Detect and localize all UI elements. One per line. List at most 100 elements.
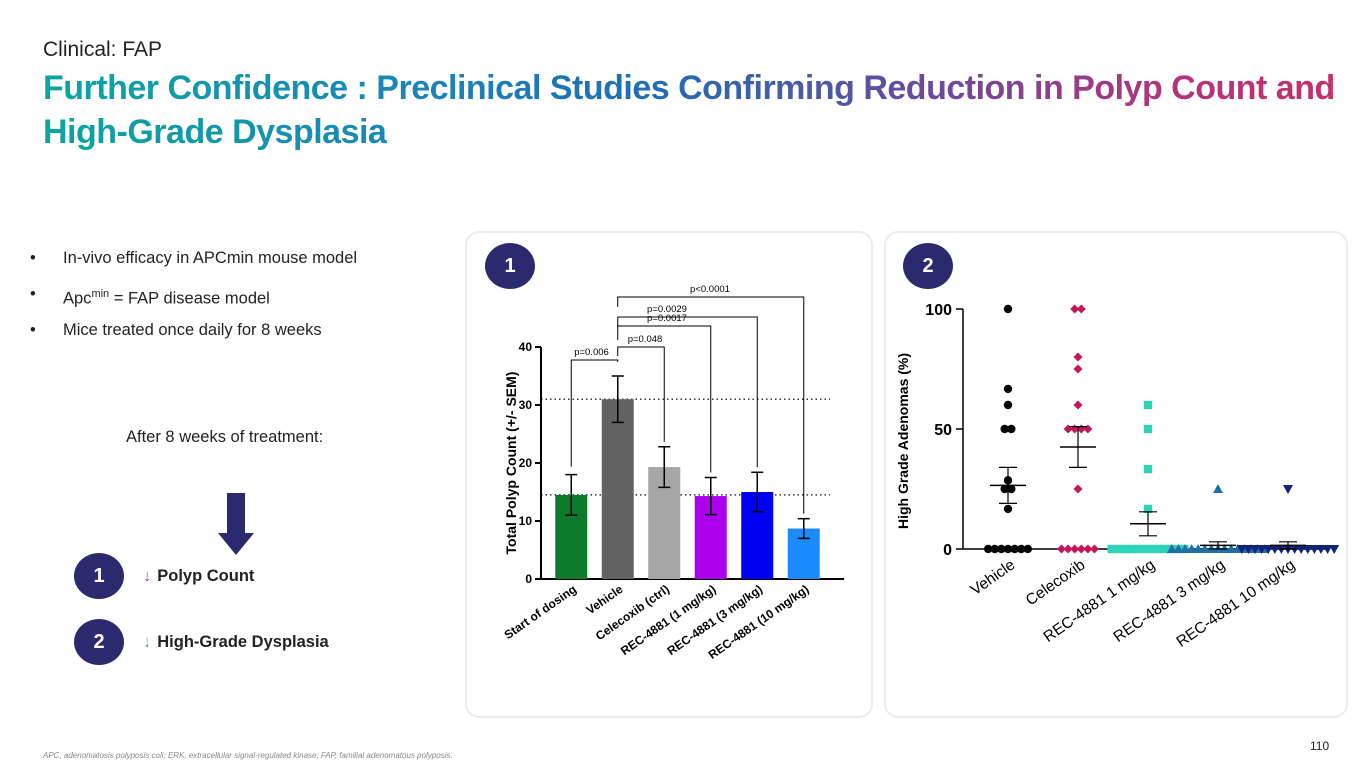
- data-point: [1143, 400, 1153, 410]
- after-treatment-label: After 8 weeks of treatment:: [126, 428, 324, 446]
- y-tick-label: 30: [519, 398, 533, 412]
- polyp-count-bar-chart: 0 10 20 30 40 Total Polyp Count (+/- SEM) Star…: [502, 284, 844, 662]
- down-arrow-icon: ↓: [143, 633, 152, 651]
- data-point: [1120, 544, 1130, 554]
- y-tick-label: 0: [943, 542, 952, 559]
- data-point: [1090, 544, 1099, 554]
- data-point: [1316, 545, 1326, 554]
- data-point: [1166, 544, 1177, 553]
- data-point: [1076, 544, 1086, 554]
- outcome-number-badge: 1: [74, 553, 124, 599]
- data-point: [1010, 544, 1019, 554]
- y-tick-label: 0: [525, 572, 532, 586]
- outcome-polyp-count: ↓ Polyp Count: [143, 567, 254, 586]
- x-tick-label: REC-4881 10 mg/kg: [1174, 556, 1299, 650]
- down-arrow-icon: [218, 493, 254, 555]
- data-point: [1322, 545, 1333, 554]
- data-point: [1000, 484, 1009, 494]
- y-tick-label: 100: [925, 302, 952, 319]
- data-point: [1073, 484, 1083, 494]
- data-point: [1000, 424, 1009, 434]
- data-point: [1213, 484, 1223, 493]
- bullet-text: Mice treated once daily for 8 weeks: [63, 321, 322, 339]
- data-point: [1283, 485, 1293, 494]
- x-tick-label: Vehicle: [968, 556, 1019, 599]
- y-tick-label: 20: [519, 456, 533, 470]
- y-tick-label: 50: [934, 422, 952, 439]
- data-point: [1226, 544, 1237, 553]
- outcome-number-badge: 2: [74, 619, 124, 665]
- data-point: [1003, 504, 1013, 514]
- data-point: [1127, 544, 1136, 554]
- data-point: [1133, 544, 1143, 554]
- data-point: [1243, 545, 1254, 554]
- supertitle: Clinical: FAP: [43, 38, 163, 61]
- data-point: [1143, 464, 1153, 474]
- data-point: [1143, 424, 1153, 434]
- outcome-label: Polyp Count: [157, 567, 255, 585]
- data-point: [1003, 544, 1013, 554]
- significance-bracket: [617, 325, 712, 473]
- significance-bracket: [617, 346, 665, 442]
- data-point: [1083, 544, 1093, 554]
- data-point: [1263, 545, 1274, 554]
- data-point: [1143, 504, 1153, 514]
- x-tick-label: Start of dosing: [502, 582, 579, 642]
- down-arrow-icon: ↓: [143, 567, 152, 585]
- x-tick-label: Celecoxib: [1023, 556, 1089, 609]
- bar: [601, 399, 634, 579]
- p-value-label: p<0.0001: [690, 284, 730, 295]
- panel-number-badge: 1: [485, 243, 535, 289]
- significance-bracket: [570, 359, 619, 467]
- outcome-label: High-Grade Dysplasia: [157, 633, 329, 651]
- data-point: [1083, 424, 1093, 434]
- data-point: [1017, 544, 1026, 554]
- data-point: [1256, 545, 1267, 554]
- data-point: [1073, 364, 1083, 374]
- data-point: [1140, 544, 1149, 554]
- bullet-list: In-vivo efficacy in APCmin mouse model A…: [30, 246, 357, 354]
- data-point: [1250, 545, 1260, 554]
- data-point: [1007, 484, 1016, 494]
- bullet-superscript: min: [91, 288, 110, 300]
- data-point: [1107, 544, 1116, 554]
- data-point: [1309, 545, 1320, 554]
- data-point: [1199, 544, 1210, 553]
- bullet-item: In-vivo efficacy in APCmin mouse model: [30, 246, 357, 282]
- p-value-label: p=0.048: [628, 334, 663, 345]
- data-point: [1007, 424, 1016, 434]
- p-value-label: p=0.0029: [647, 304, 687, 315]
- bullet-item: Mice treated once daily for 8 weeks: [30, 318, 357, 354]
- data-point: [1070, 544, 1080, 554]
- data-point: [1147, 544, 1156, 554]
- page-number: 110: [1310, 739, 1330, 753]
- bullet-item: Apcmin = FAP disease model: [30, 282, 357, 318]
- data-point: [1076, 304, 1086, 314]
- p-value-label: p=0.006: [574, 347, 609, 358]
- y-tick-label: 10: [519, 514, 533, 528]
- data-point: [984, 544, 993, 554]
- data-point: [1329, 545, 1340, 554]
- data-point: [1073, 400, 1083, 410]
- data-point: [1302, 545, 1313, 554]
- bullet-text: Apc: [63, 289, 92, 308]
- chart-panel-high-grade-adenomas: [884, 231, 1348, 718]
- data-point: [1186, 544, 1197, 553]
- significance-bracket: [617, 316, 758, 468]
- bullet-text: In-vivo efficacy in APCmin mouse model: [63, 249, 358, 267]
- data-point: [1070, 304, 1080, 314]
- data-point: [990, 544, 999, 554]
- data-point: [1023, 544, 1032, 554]
- data-point: [1180, 544, 1190, 553]
- data-point: [1003, 304, 1013, 314]
- y-axis-label: Total Polyp Count (+/- SEM): [503, 372, 519, 555]
- data-point: [1057, 544, 1066, 554]
- data-point: [1114, 544, 1123, 554]
- data-point: [1063, 544, 1073, 554]
- x-tick-label: Vehicle: [584, 582, 626, 617]
- data-point: [1173, 544, 1184, 553]
- y-axis-label: High Grade Adenomas (%): [895, 353, 911, 529]
- data-point: [1003, 384, 1013, 394]
- data-point: [1269, 545, 1280, 554]
- data-point: [1160, 544, 1169, 554]
